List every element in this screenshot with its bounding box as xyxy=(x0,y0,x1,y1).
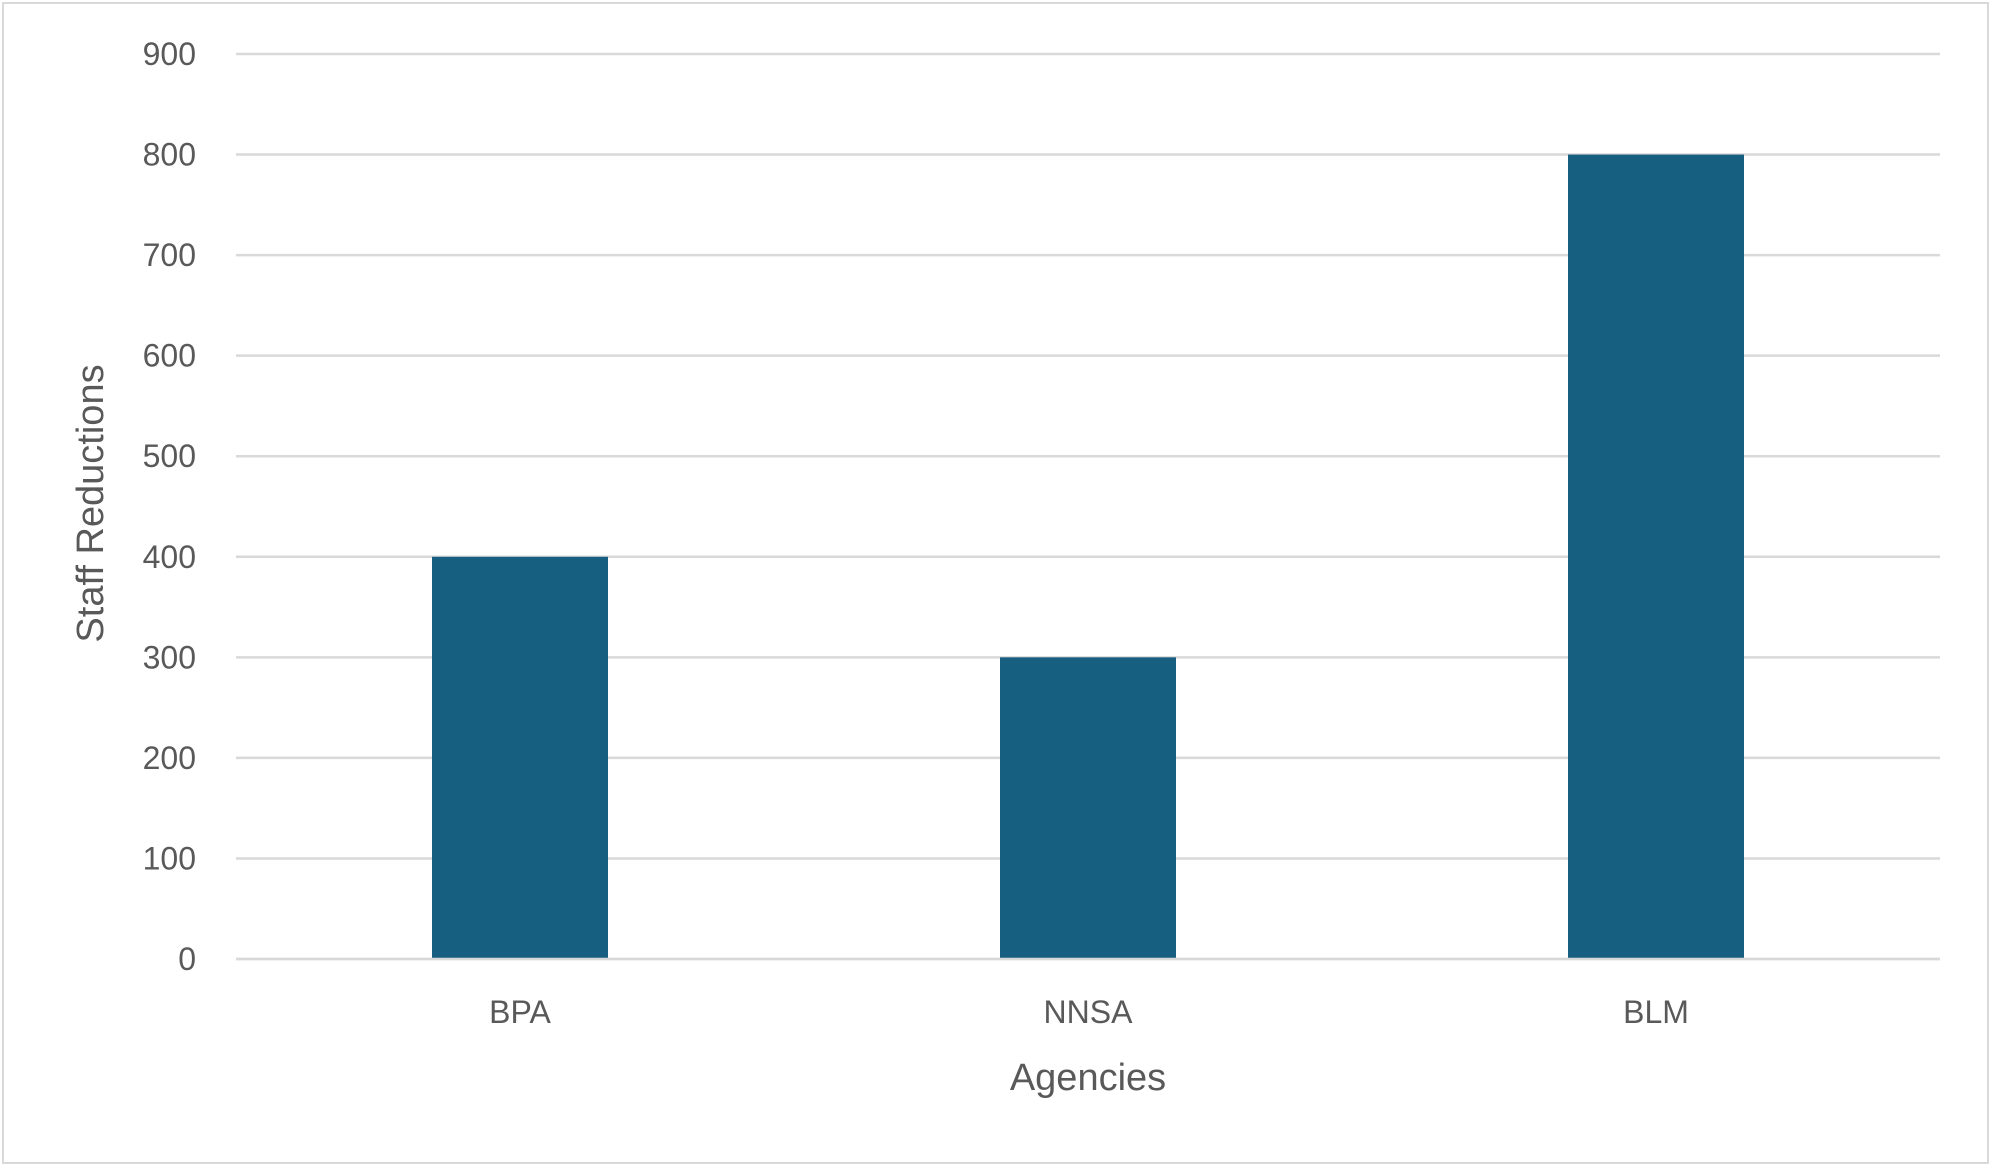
y-tick-label: 900 xyxy=(143,36,196,72)
bars xyxy=(236,154,1940,961)
x-tick-label-blm: BLM xyxy=(1623,994,1689,1030)
y-tick-label: 100 xyxy=(143,840,196,876)
y-tick-label: 0 xyxy=(178,941,196,977)
bar-blm xyxy=(1568,154,1744,960)
y-tick-label: 600 xyxy=(143,338,196,374)
y-axis-title: Staff Reductions xyxy=(70,364,112,642)
y-tick-labels: 0 100 200 300 400 500 600 700 800 900 xyxy=(143,36,196,977)
x-tick-labels: BPA NNSA BLM xyxy=(489,994,1689,1030)
y-tick-label: 200 xyxy=(143,740,196,776)
x-tick-label-bpa: BPA xyxy=(489,994,551,1030)
y-tick-label: 800 xyxy=(143,137,196,173)
x-tick-label-nnsa: NNSA xyxy=(1044,994,1134,1030)
bar-bpa xyxy=(432,556,608,959)
y-tick-label: 300 xyxy=(143,639,196,675)
y-tick-label: 500 xyxy=(143,438,196,474)
bar-nnsa xyxy=(1000,657,1176,959)
y-tick-label: 400 xyxy=(143,539,196,575)
x-axis-title: Agencies xyxy=(1010,1057,1166,1099)
y-tick-label: 700 xyxy=(143,237,196,273)
